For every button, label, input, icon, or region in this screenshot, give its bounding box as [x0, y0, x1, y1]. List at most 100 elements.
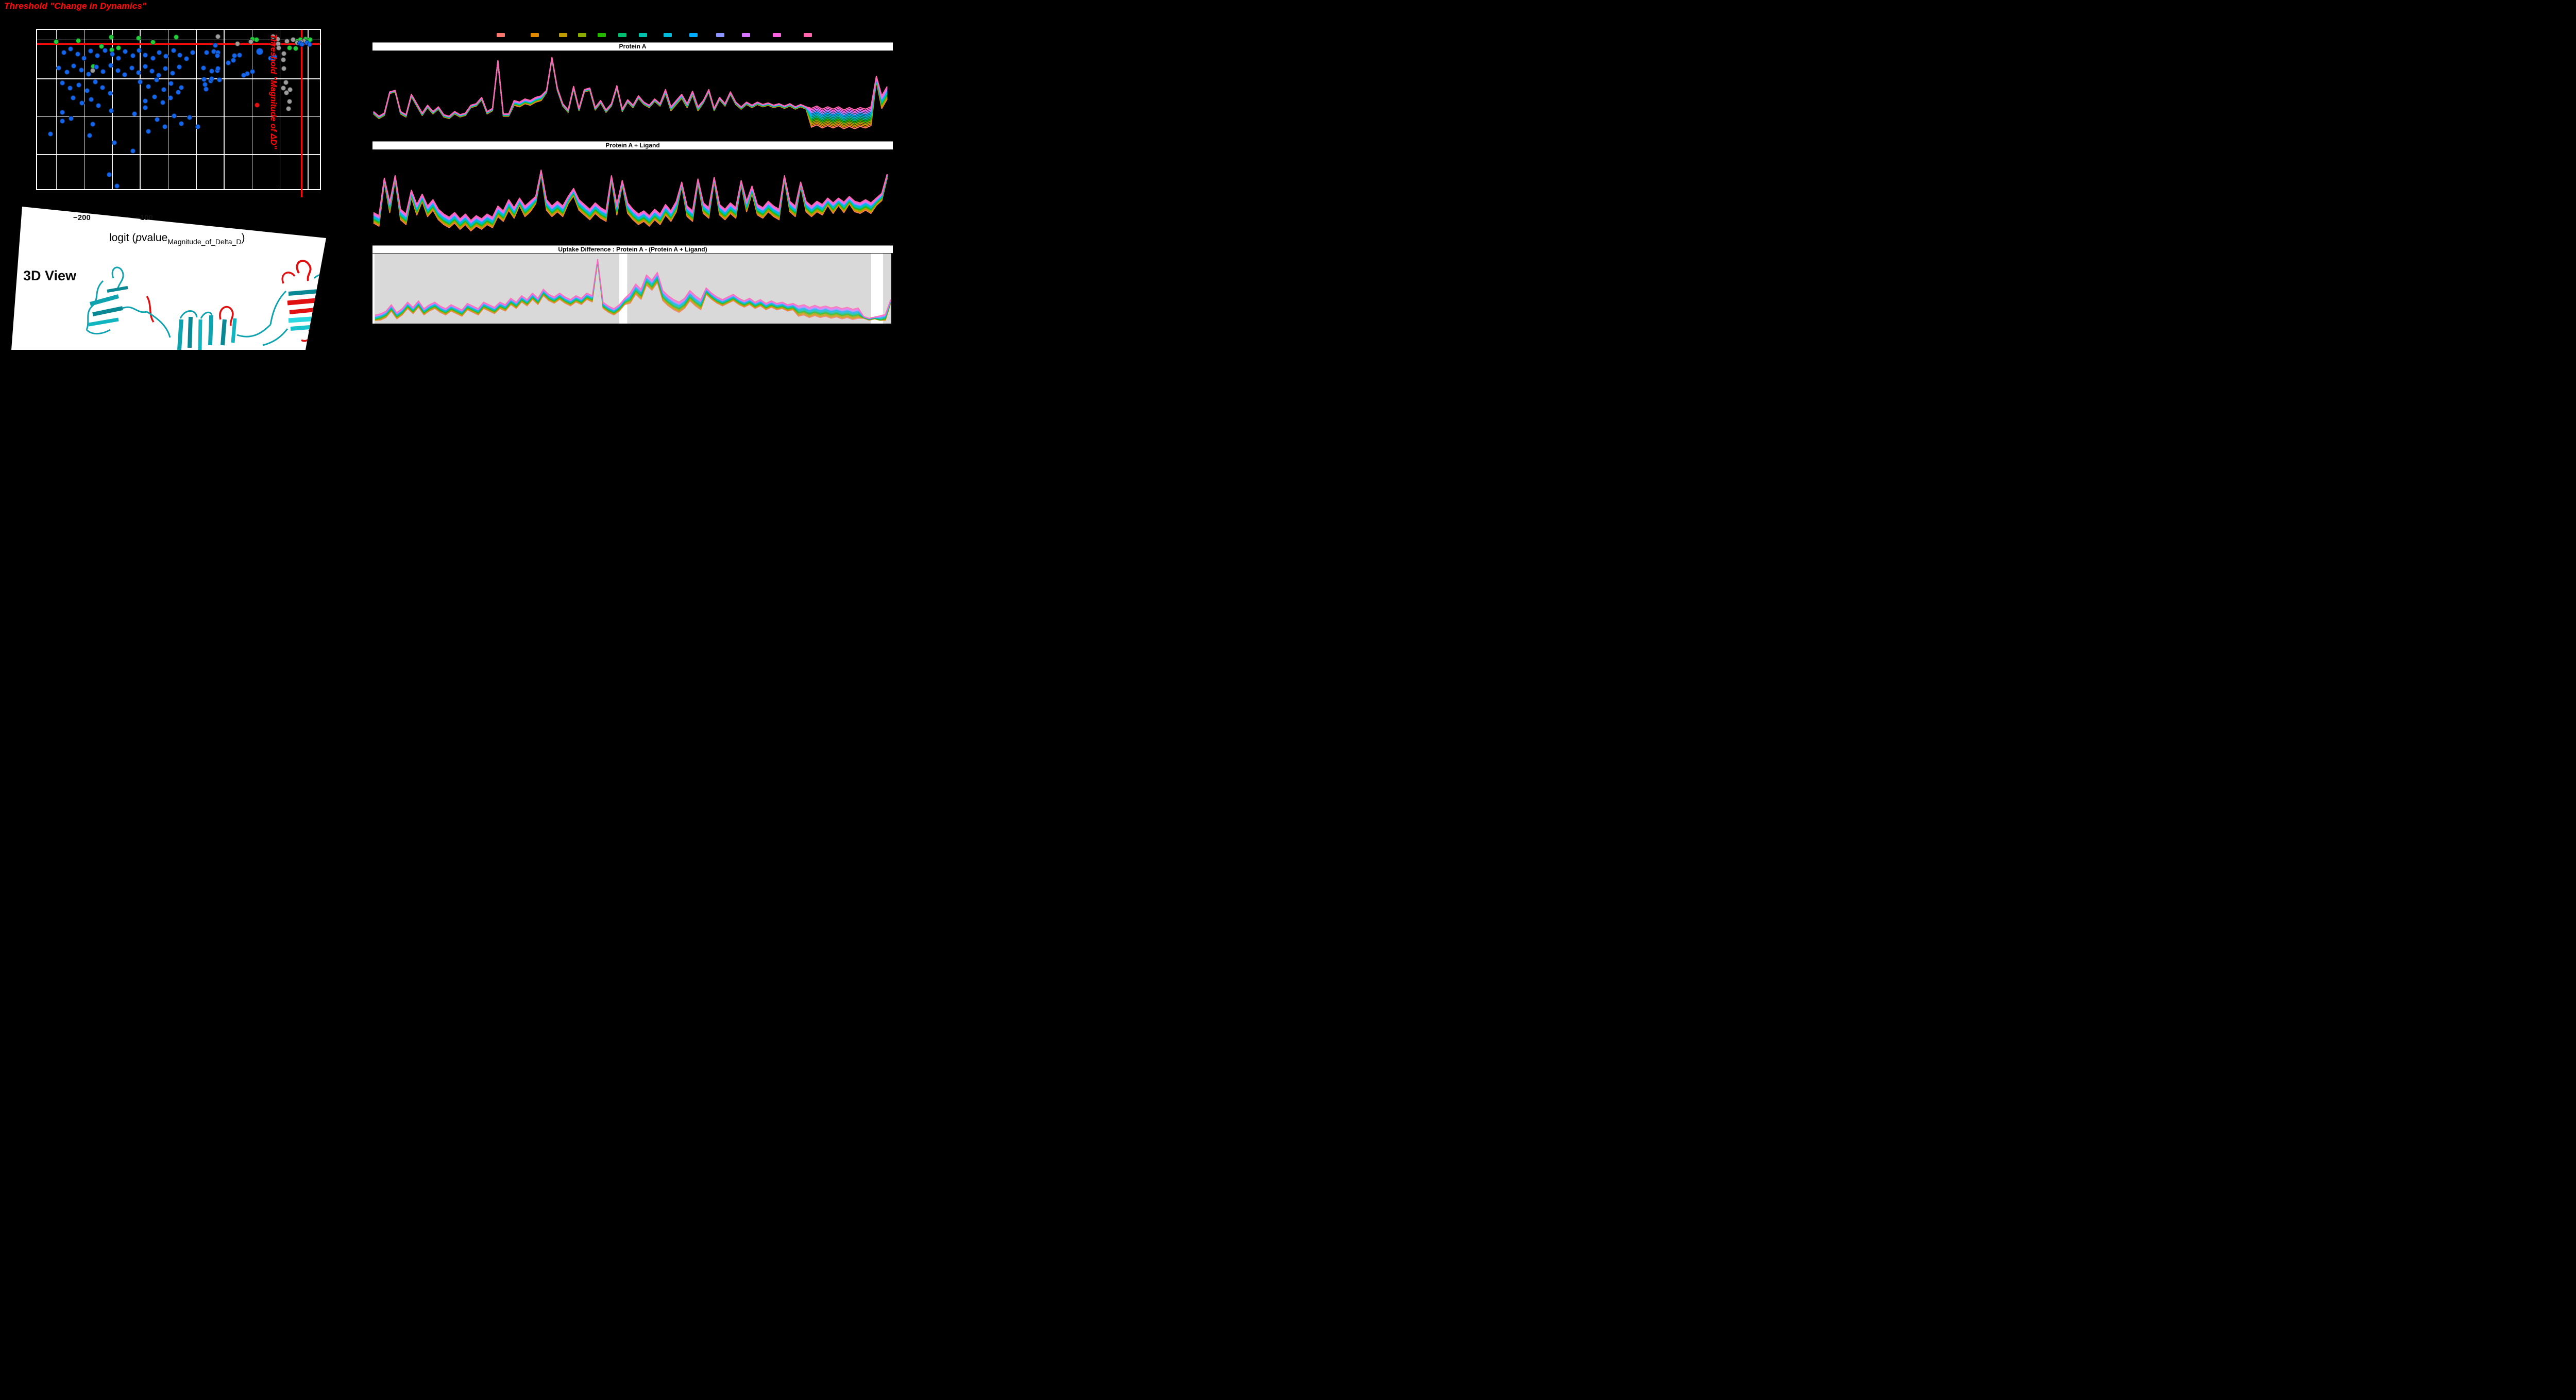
volcano-point-blue[interactable] [60, 110, 65, 115]
volcano-point-blue[interactable] [71, 95, 76, 101]
volcano-point-blue[interactable] [231, 58, 236, 63]
volcano-point-blue[interactable] [90, 121, 96, 127]
volcano-point-blue[interactable] [256, 48, 264, 56]
volcano-point-blue[interactable] [225, 60, 231, 66]
legend-swatch-timepoint-8[interactable] [664, 33, 672, 37]
volcano-point-blue[interactable] [87, 133, 93, 139]
volcano-point-gray[interactable] [291, 37, 296, 43]
volcano-point-blue[interactable] [249, 69, 255, 74]
legend-swatch-timepoint-11[interactable] [742, 33, 750, 37]
volcano-point-blue[interactable] [160, 100, 166, 106]
volcano-point-blue[interactable] [195, 124, 200, 129]
volcano-point-blue[interactable] [81, 56, 87, 61]
volcano-point-blue[interactable] [86, 71, 92, 77]
volcano-point-blue[interactable] [96, 103, 101, 109]
volcano-point-blue[interactable] [146, 83, 151, 89]
volcano-point-blue[interactable] [143, 52, 148, 58]
threshold-line-vertical[interactable] [300, 30, 302, 197]
volcano-point-green[interactable] [174, 34, 179, 40]
volcano-point-blue[interactable] [122, 72, 127, 77]
volcano-point-blue[interactable] [122, 49, 128, 55]
volcano-point-gray[interactable] [284, 38, 290, 44]
volcano-point-blue[interactable] [59, 80, 65, 86]
volcano-point-blue[interactable] [215, 66, 221, 72]
volcano-point-gray[interactable] [90, 68, 96, 74]
volcano-point-blue[interactable] [172, 113, 177, 119]
volcano-point-blue[interactable] [88, 48, 94, 54]
volcano-point-blue[interactable] [157, 49, 162, 55]
volcano-point-blue[interactable] [299, 41, 305, 47]
volcano-point-gray[interactable] [235, 41, 241, 46]
volcano-point-gray[interactable] [270, 33, 276, 39]
volcano-point-blue[interactable] [114, 183, 120, 189]
volcano-point-red[interactable] [255, 103, 260, 108]
volcano-point-green[interactable] [287, 45, 293, 50]
volcano-point-blue[interactable] [84, 88, 90, 94]
volcano-point-blue[interactable] [190, 50, 195, 56]
volcano-point-blue[interactable] [135, 70, 141, 75]
volcano-point-blue[interactable] [183, 56, 189, 62]
volcano-point-blue[interactable] [47, 131, 53, 137]
volcano-point-green[interactable] [108, 34, 114, 40]
volcano-point-blue[interactable] [116, 56, 122, 61]
panel-title-uptake-difference[interactable]: Uptake Difference : Protein A - (Protein… [372, 245, 893, 254]
volcano-point-blue[interactable] [175, 89, 181, 95]
volcano-point-blue[interactable] [143, 105, 148, 111]
volcano-point-blue[interactable] [99, 85, 105, 90]
volcano-point-gray[interactable] [281, 51, 287, 57]
volcano-point-blue[interactable] [215, 53, 221, 59]
volcano-point-blue[interactable] [149, 69, 155, 74]
volcano-point-green[interactable] [53, 39, 59, 44]
volcano-point-blue[interactable] [200, 65, 206, 71]
legend-swatch-timepoint-5[interactable] [598, 33, 606, 37]
volcano-point-blue[interactable] [79, 100, 85, 106]
volcano-point-green[interactable] [99, 43, 105, 49]
legend-swatch-timepoint-9[interactable] [689, 33, 698, 37]
volcano-point-green[interactable] [150, 39, 156, 45]
legend-swatch-timepoint-4[interactable] [578, 33, 586, 37]
volcano-point-blue[interactable] [170, 71, 175, 76]
uptake-chart-protein-a[interactable] [372, 52, 893, 137]
volcano-point-blue[interactable] [69, 115, 74, 121]
volcano-point-blue[interactable] [171, 48, 177, 54]
volcano-point-blue[interactable] [177, 53, 183, 58]
volcano-point-blue[interactable] [143, 98, 148, 104]
volcano-point-blue[interactable] [111, 140, 117, 146]
panel-title-protein-a-ligand[interactable]: Protein A + Ligand [372, 141, 893, 150]
volcano-point-green[interactable] [293, 45, 299, 51]
threshold-line-horizontal[interactable] [37, 43, 320, 45]
volcano-point-gray[interactable] [248, 39, 254, 45]
volcano-point-blue[interactable] [138, 79, 143, 85]
volcano-point-blue[interactable] [94, 53, 100, 59]
volcano-point-blue[interactable] [108, 108, 114, 113]
volcano-point-blue[interactable] [201, 76, 207, 82]
volcano-point-blue[interactable] [154, 77, 160, 82]
volcano-point-blue[interactable] [168, 95, 174, 101]
volcano-point-blue[interactable] [162, 124, 168, 130]
volcano-point-blue[interactable] [136, 47, 142, 53]
volcano-point-blue[interactable] [155, 116, 160, 122]
volcano-point-blue[interactable] [130, 148, 135, 154]
volcano-point-blue[interactable] [216, 77, 222, 82]
volcano-point-blue[interactable] [103, 47, 108, 53]
volcano-point-blue[interactable] [115, 68, 121, 74]
volcano-point-blue[interactable] [110, 52, 115, 57]
volcano-point-blue[interactable] [178, 121, 184, 126]
volcano-point-blue[interactable] [59, 118, 65, 124]
volcano-point-green[interactable] [254, 37, 260, 42]
volcano-point-gray[interactable] [280, 57, 286, 63]
volcano-point-blue[interactable] [75, 52, 80, 57]
legend-swatch-timepoint-6[interactable] [618, 33, 626, 37]
legend-swatch-timepoint-2[interactable] [531, 33, 539, 37]
volcano-point-blue[interactable] [64, 69, 70, 75]
volcano-point-blue[interactable] [209, 69, 214, 74]
volcano-point-blue[interactable] [270, 57, 276, 63]
panel-title-protein-a[interactable]: Protein A [372, 42, 893, 51]
volcano-point-blue[interactable] [94, 64, 99, 70]
legend-swatch-timepoint-10[interactable] [716, 33, 724, 37]
volcano-point-blue[interactable] [168, 80, 174, 86]
volcano-point-gray[interactable] [283, 90, 289, 96]
volcano-point-blue[interactable] [178, 85, 184, 91]
volcano-point-blue[interactable] [152, 94, 158, 100]
volcano-point-blue[interactable] [61, 50, 66, 56]
